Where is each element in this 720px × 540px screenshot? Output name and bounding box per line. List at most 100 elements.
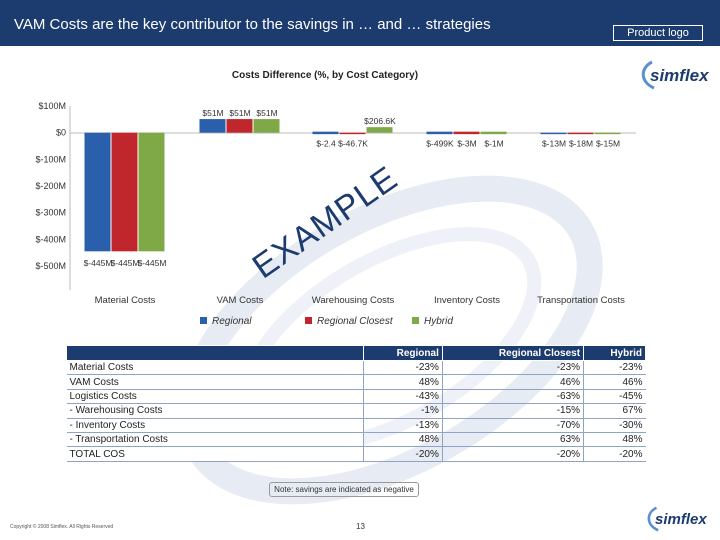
bar-regional (540, 132, 567, 135)
table-row: - Inventory Costs -13% -70% -30% (66, 418, 646, 433)
table-cell-value: -23% (363, 360, 443, 376)
table-row-label: - Transportation Costs (66, 432, 364, 448)
bar-data-label: $-18M (569, 139, 593, 149)
bar-regional-closest (567, 132, 594, 135)
table-row: - Warehousing Costs -1% -15% 67% (66, 403, 646, 419)
y-tick-label: $-200M (35, 181, 66, 191)
bar-data-label: $-15M (596, 139, 620, 149)
table-cell-value: 48% (363, 374, 443, 390)
legend-swatch (305, 317, 312, 324)
table-cell-value: -30% (583, 418, 646, 433)
table-cell-value: 67% (583, 403, 646, 419)
bar-data-label: $-1M (484, 139, 503, 149)
page-title: VAM Costs are the key contributor to the… (14, 16, 491, 33)
bar-data-label: $51M (202, 108, 223, 118)
x-category-label: Warehousing Costs (312, 295, 395, 306)
bar-regional (312, 131, 339, 135)
y-tick-label: $-100M (35, 154, 66, 164)
table-header-regional-closest: Regional Closest (441, 345, 585, 361)
savings-note: Note: savings are indicated as negative (269, 482, 419, 497)
x-category-label: Transportation Costs (537, 295, 625, 306)
bar-regional-closest (226, 119, 253, 133)
bar-data-label: $-445M (84, 258, 113, 268)
bar-regional-closest (111, 132, 138, 252)
legend-label: Regional Closest (317, 316, 394, 327)
table-row: Logistics Costs -43% -63% -45% (66, 389, 646, 405)
table-cell-value: -43% (363, 389, 443, 405)
bar-hybrid (366, 127, 393, 133)
bar-hybrid (594, 132, 621, 135)
bar-data-label: $51M (229, 108, 250, 118)
table-header-blank (66, 345, 364, 361)
cost-difference-chart: Costs Difference (%, by Cost Category) $… (35, 70, 636, 327)
table-row: TOTAL COS -20% -20% -20% (66, 446, 646, 462)
chart-title: Costs Difference (%, by Cost Category) (232, 70, 418, 81)
bar-regional-closest (339, 132, 366, 135)
table-row: VAM Costs 48% 46% 46% (66, 374, 646, 390)
bar-data-label: $51M (256, 108, 277, 118)
table-cell-value: -63% (441, 389, 584, 405)
logo-swoosh-icon (647, 506, 659, 532)
x-category-label: Inventory Costs (434, 295, 500, 306)
bar-data-label: $-445M (138, 258, 167, 268)
copyright-text: Copyright © 2008 Simflex. All Rights Res… (10, 524, 114, 530)
bar-hybrid (253, 119, 280, 133)
bar-data-label: $-499K (426, 139, 454, 149)
table-cell-value: -13% (363, 418, 443, 433)
table-row-label: Logistics Costs (66, 389, 364, 405)
legend-label: Regional (212, 316, 252, 327)
legend-swatch (412, 317, 419, 324)
table-header-row: Regional Regional Closest Hybrid (66, 345, 646, 361)
bar-data-label: $-445M (111, 258, 140, 268)
table-cell-value: 48% (363, 432, 443, 448)
table-header-hybrid: Hybrid (583, 345, 646, 361)
bar-regional (426, 131, 453, 135)
table-row-label: - Inventory Costs (66, 418, 364, 433)
table-row: Material Costs -23% -23% -23% (66, 360, 646, 376)
x-category-label: VAM Costs (217, 295, 264, 306)
table-cell-value: -70% (441, 418, 584, 433)
bar-data-label: $-2.4 (316, 139, 336, 149)
bar-data-label: $206.6K (364, 116, 396, 126)
table-cell-value: -23% (441, 360, 584, 376)
table-row-label: - Warehousing Costs (66, 403, 364, 419)
table-cell-value: -20% (583, 446, 646, 462)
bar-regional (84, 132, 111, 252)
simflex-logo-bottom: simflex (647, 506, 707, 532)
table-cell-value: -1% (363, 403, 443, 419)
logo-text: simflex (655, 511, 707, 528)
table-cell-value: 48% (583, 432, 646, 448)
bar-hybrid (480, 131, 507, 135)
y-tick-label: $100M (38, 101, 66, 111)
table-cell-value: 63% (441, 432, 584, 448)
y-tick-label: $-400M (35, 234, 66, 244)
table-cell-value: -15% (441, 403, 584, 419)
page-number: 13 (356, 522, 365, 531)
table-cell-value: -20% (441, 446, 584, 462)
logo-text: simflex (650, 66, 709, 85)
bar-data-label: $-13M (542, 139, 566, 149)
table-cell-value: 46% (441, 374, 584, 390)
product-logo-placeholder: Product logo (613, 25, 703, 41)
table-cell-value: -45% (583, 389, 646, 405)
table-row-label: Material Costs (66, 360, 364, 376)
simflex-logo-top: simflex (641, 60, 709, 90)
bar-data-label: $-3M (457, 139, 476, 149)
y-tick-label: $-500M (35, 261, 66, 271)
header-bar: VAM Costs are the key contributor to the… (0, 0, 720, 46)
table-row-label: TOTAL COS (66, 446, 364, 462)
table-header-regional: Regional (363, 345, 443, 361)
y-tick-label: $-300M (35, 208, 66, 218)
y-tick-label: $0 (56, 128, 66, 138)
bar-hybrid (138, 132, 165, 252)
x-category-label: Material Costs (95, 295, 156, 306)
table-row-label: VAM Costs (66, 374, 364, 390)
table-cell-value: -23% (583, 360, 646, 376)
table-cell-value: -20% (363, 446, 443, 462)
table-row: - Transportation Costs 48% 63% 48% (66, 432, 646, 448)
bar-data-label: $-46.7K (338, 139, 368, 149)
bar-regional-closest (453, 131, 480, 135)
table-cell-value: 46% (583, 374, 646, 390)
legend-swatch (200, 317, 207, 324)
logo-swoosh-icon (641, 60, 655, 90)
